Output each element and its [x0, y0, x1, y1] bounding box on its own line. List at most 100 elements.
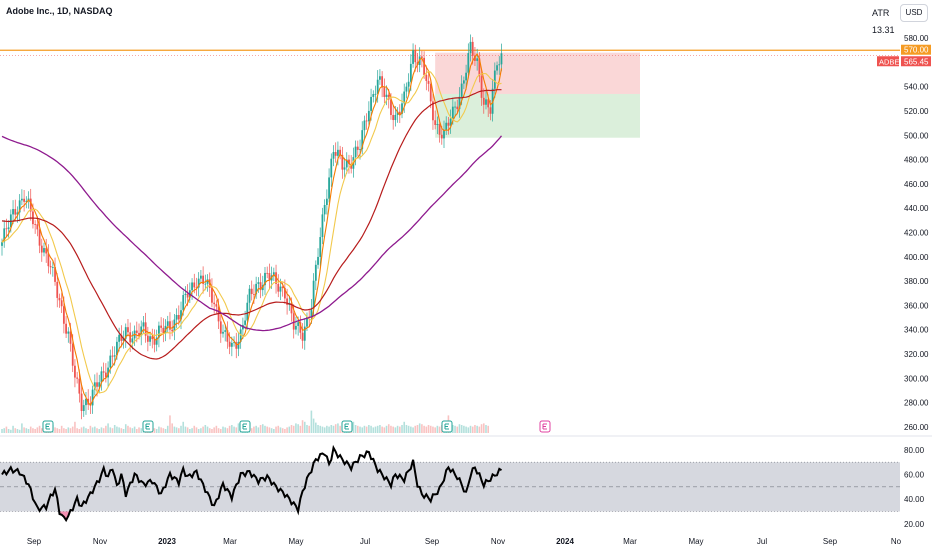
candle[interactable]: [49, 260, 52, 275]
candle[interactable]: [317, 248, 319, 269]
rsi-pane[interactable]: [0, 444, 900, 523]
candle[interactable]: [45, 238, 48, 263]
candle[interactable]: [146, 326, 149, 352]
candle[interactable]: [325, 189, 328, 215]
candle[interactable]: [142, 316, 145, 334]
candlesticks[interactable]: [1, 34, 503, 420]
candle[interactable]: [432, 93, 434, 130]
candle[interactable]: [359, 139, 361, 160]
candle[interactable]: [372, 90, 375, 103]
candle[interactable]: [414, 44, 417, 72]
candle[interactable]: [429, 79, 432, 109]
candle[interactable]: [385, 85, 388, 106]
candle[interactable]: [407, 73, 410, 95]
candle[interactable]: [498, 56, 501, 75]
candle[interactable]: [363, 115, 366, 139]
candle[interactable]: [330, 153, 333, 187]
candle[interactable]: [456, 99, 459, 115]
candle[interactable]: [54, 257, 56, 286]
candle[interactable]: [343, 157, 346, 178]
candle[interactable]: [151, 328, 154, 349]
candle[interactable]: [339, 145, 342, 160]
candle[interactable]: [454, 101, 456, 117]
candle[interactable]: [131, 331, 134, 350]
candle[interactable]: [211, 278, 213, 308]
candle[interactable]: [250, 280, 253, 301]
candle[interactable]: [321, 207, 324, 245]
candle[interactable]: [469, 34, 472, 62]
earnings-marker-upcoming[interactable]: [539, 420, 551, 433]
candle[interactable]: [356, 140, 359, 156]
candle[interactable]: [43, 242, 45, 257]
candle[interactable]: [295, 316, 297, 335]
candle[interactable]: [20, 189, 23, 206]
candle[interactable]: [202, 266, 205, 294]
candle[interactable]: [436, 116, 439, 135]
candle[interactable]: [102, 362, 105, 382]
candle[interactable]: [423, 51, 426, 79]
candle[interactable]: [365, 113, 368, 130]
stop-zone[interactable]: [435, 93, 640, 138]
candle[interactable]: [379, 69, 381, 85]
candle[interactable]: [104, 363, 107, 383]
candle[interactable]: [480, 70, 483, 106]
candle[interactable]: [268, 263, 271, 290]
candle[interactable]: [118, 327, 121, 352]
candle[interactable]: [111, 346, 114, 365]
earnings-marker[interactable]: [441, 420, 453, 433]
candle[interactable]: [169, 312, 171, 340]
candle[interactable]: [224, 325, 227, 342]
candle[interactable]: [392, 105, 395, 130]
candle[interactable]: [275, 264, 277, 294]
candle[interactable]: [396, 107, 399, 123]
candle[interactable]: [361, 121, 364, 155]
candle[interactable]: [222, 324, 224, 338]
candle[interactable]: [303, 318, 306, 350]
candle[interactable]: [485, 90, 487, 110]
earnings-marker[interactable]: [341, 420, 353, 433]
candle[interactable]: [219, 311, 222, 343]
candle[interactable]: [482, 88, 485, 114]
candle[interactable]: [200, 269, 202, 284]
candle[interactable]: [467, 43, 470, 79]
candle[interactable]: [478, 52, 481, 83]
candle[interactable]: [445, 116, 448, 135]
candle[interactable]: [206, 274, 209, 292]
candle[interactable]: [255, 276, 258, 299]
price-axis[interactable]: 260.00 280.00 300.00 320.00 340.00 360.00 380.…: [0, 34, 932, 529]
candle[interactable]: [412, 43, 414, 68]
candle[interactable]: [74, 359, 76, 388]
candle[interactable]: [235, 332, 238, 359]
candle[interactable]: [476, 48, 479, 71]
candle[interactable]: [65, 316, 67, 339]
candle[interactable]: [314, 260, 317, 291]
candle[interactable]: [144, 312, 147, 343]
candle[interactable]: [337, 141, 339, 166]
candle[interactable]: [398, 104, 401, 124]
candle[interactable]: [162, 318, 165, 343]
candle[interactable]: [184, 286, 187, 304]
candle[interactable]: [438, 119, 441, 143]
candle[interactable]: [405, 82, 408, 99]
candle[interactable]: [34, 220, 37, 234]
candle[interactable]: [462, 76, 465, 90]
candle[interactable]: [87, 389, 90, 410]
candle[interactable]: [381, 71, 384, 98]
candle[interactable]: [153, 329, 156, 353]
currency-button[interactable]: USD: [900, 4, 928, 22]
candle[interactable]: [67, 327, 70, 343]
candle[interactable]: [195, 277, 198, 296]
candle[interactable]: [500, 43, 503, 72]
candle[interactable]: [367, 101, 370, 127]
candle[interactable]: [257, 277, 260, 293]
candle[interactable]: [341, 146, 344, 179]
candle[interactable]: [213, 294, 216, 314]
candle[interactable]: [458, 87, 461, 118]
candle[interactable]: [348, 154, 350, 174]
candle[interactable]: [18, 194, 21, 222]
candle[interactable]: [160, 317, 163, 333]
candle[interactable]: [427, 72, 430, 92]
earnings-marker[interactable]: [42, 420, 54, 433]
candle[interactable]: [277, 274, 280, 298]
